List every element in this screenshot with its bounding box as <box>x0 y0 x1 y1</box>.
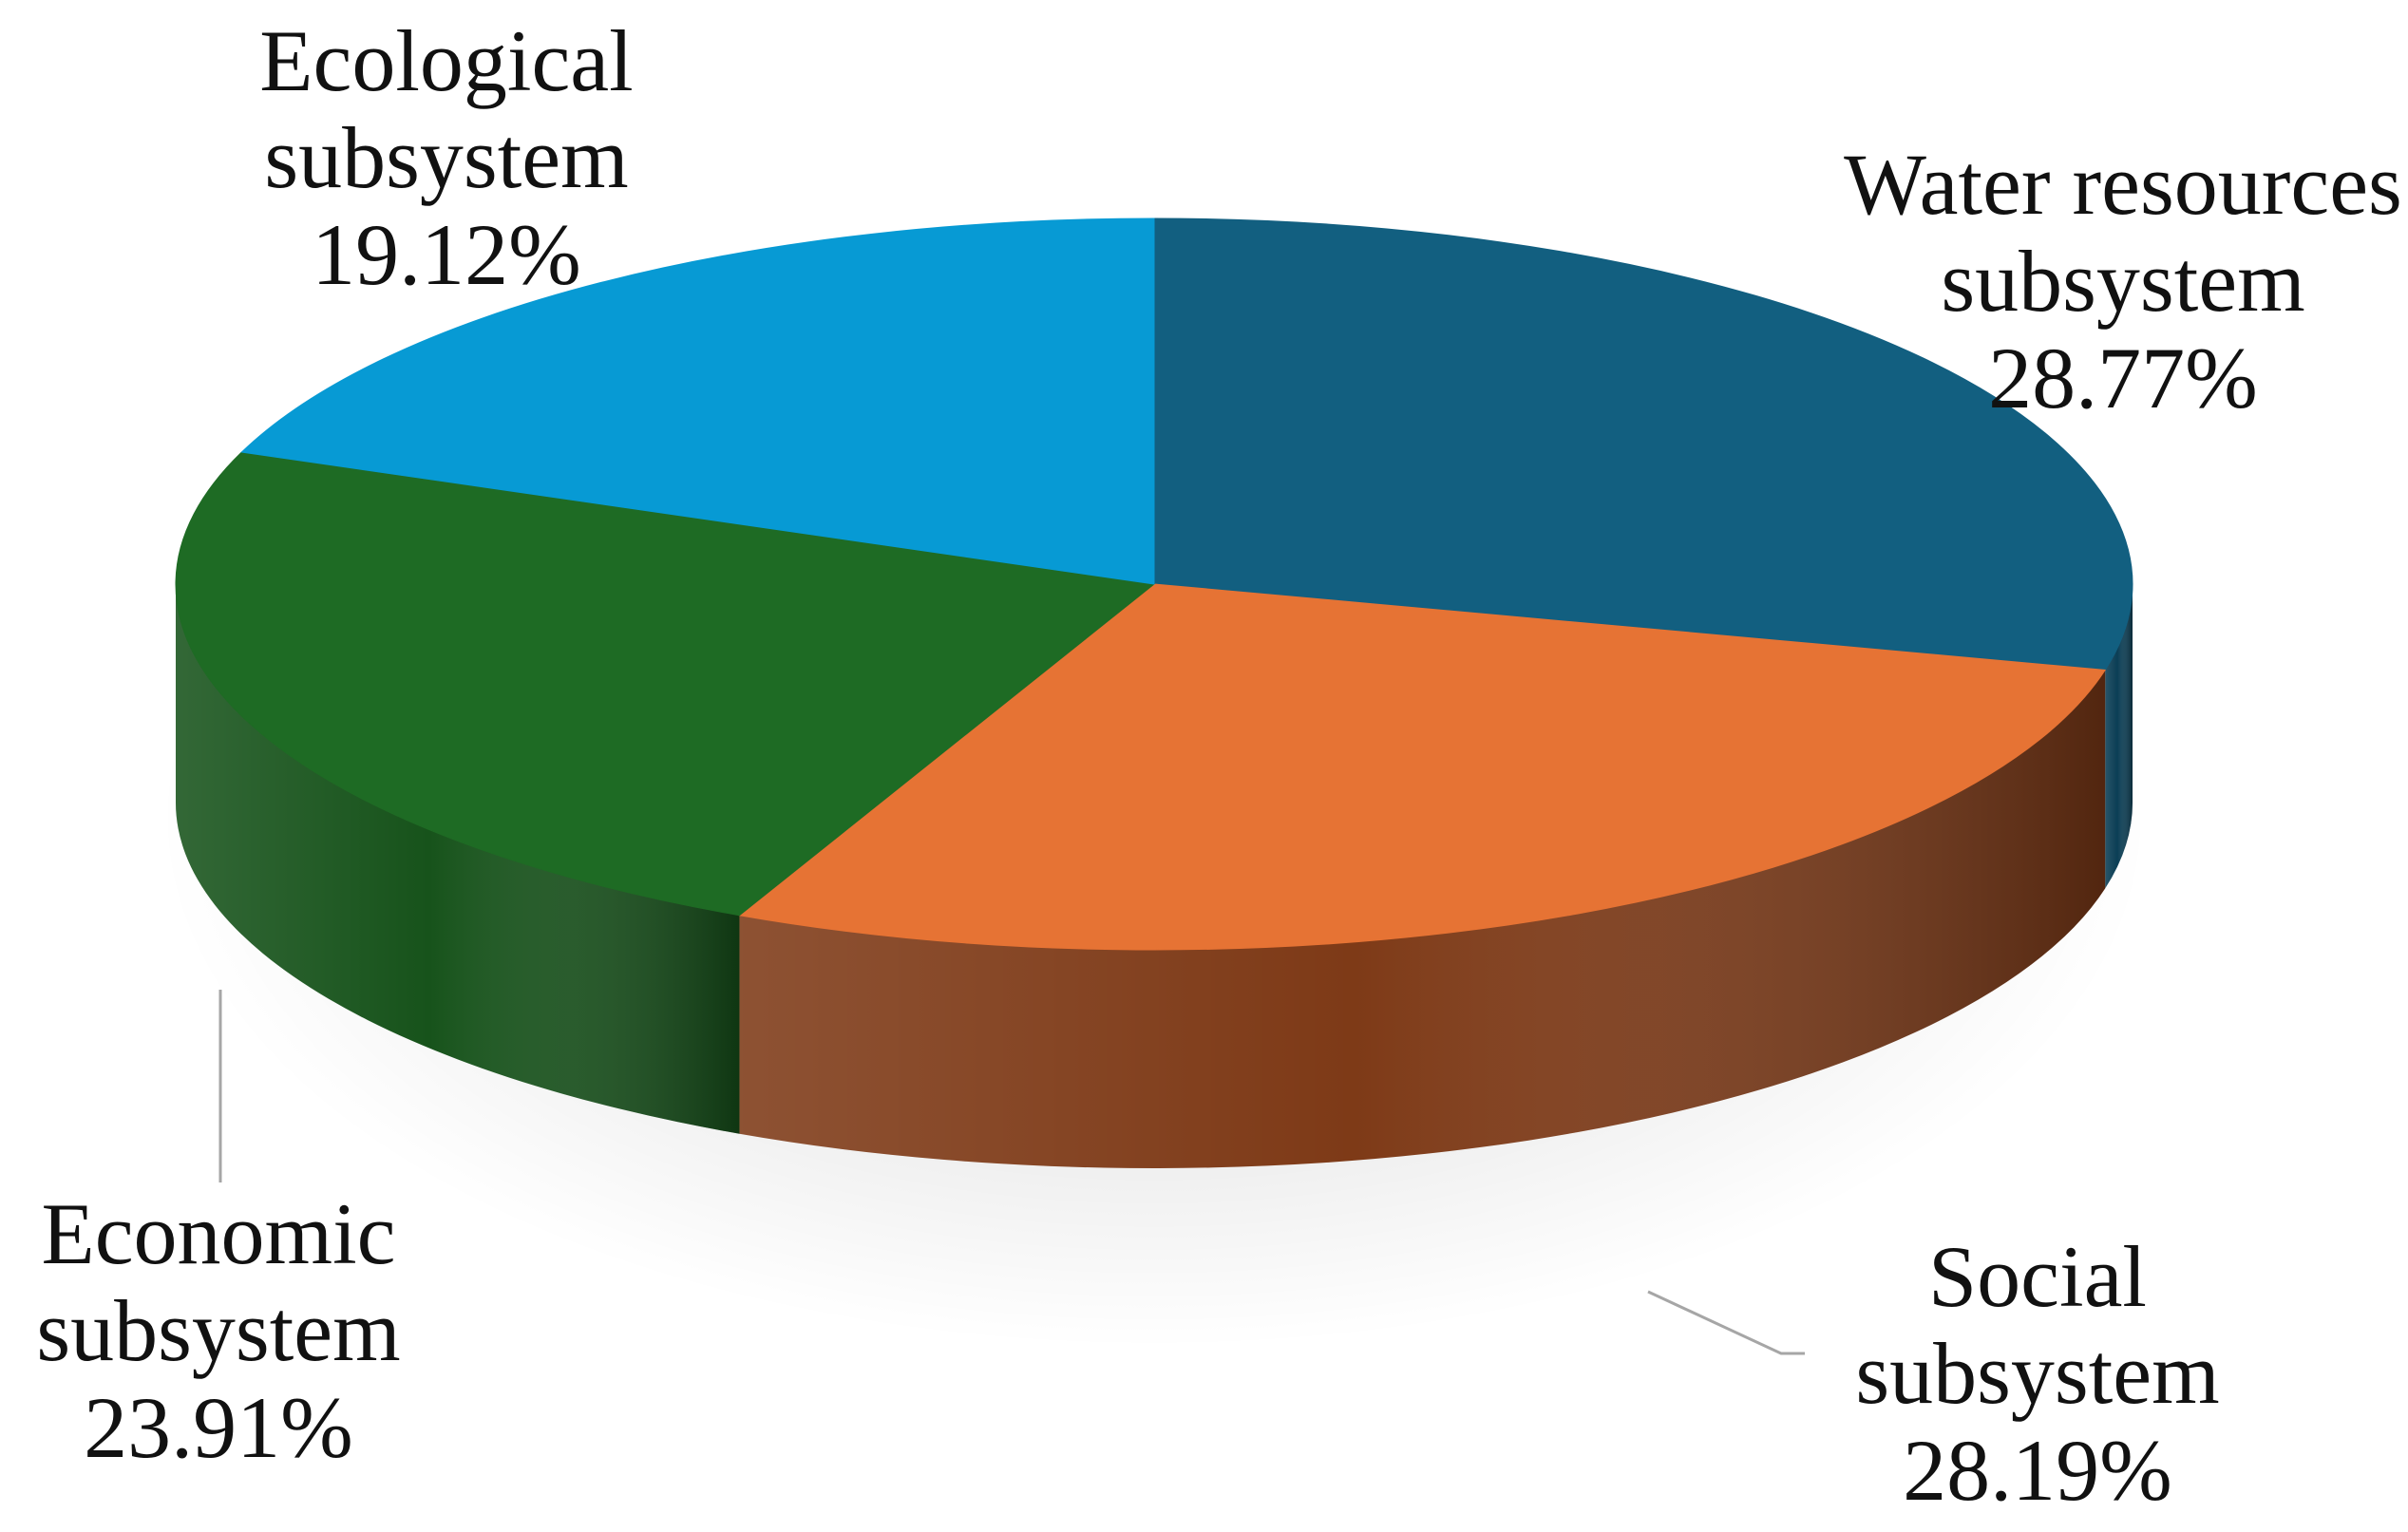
slice-label-line: 28.19% <box>1903 1422 2172 1519</box>
pie-slice-social-subsystem <box>738 583 2107 951</box>
pie-side-shading <box>2105 584 2133 889</box>
pie-side-shading <box>739 670 2106 1168</box>
slice-label-line: Ecological <box>259 12 633 109</box>
slice-label-line: subsystem <box>1941 233 2304 330</box>
slice-label-line: subsystem <box>36 1282 400 1379</box>
pie-slice-economic-subsystem <box>175 451 1156 917</box>
slice-label-line: 19.12% <box>312 206 581 303</box>
slice-label-line: 23.91% <box>84 1379 353 1476</box>
pie-slice-water-resources-subsystem <box>1153 218 2133 671</box>
slice-label-line: Social <box>1928 1228 2147 1325</box>
slice-label-line: Economic <box>42 1185 396 1282</box>
slice-label-line: subsystem <box>264 109 628 206</box>
slice-label-water-resources-subsystem: Water resources subsystem 28.77% <box>1844 136 2402 426</box>
slice-label-line: 28.77% <box>1988 330 2258 426</box>
slice-label-social-subsystem: Social subsystem 28.19% <box>1855 1228 2219 1519</box>
slice-label-line: Water resources <box>1844 136 2402 233</box>
leader-line-social <box>1647 1290 1805 1355</box>
slice-label-economic-subsystem: Economic subsystem 23.91% <box>36 1185 400 1476</box>
pie-side-shading <box>176 584 740 1134</box>
slice-label-ecological-subsystem: Ecological subsystem 19.12% <box>259 12 633 303</box>
slice-label-line: subsystem <box>1855 1325 2219 1422</box>
pie-slice-ecological-subsystem <box>240 218 1155 585</box>
